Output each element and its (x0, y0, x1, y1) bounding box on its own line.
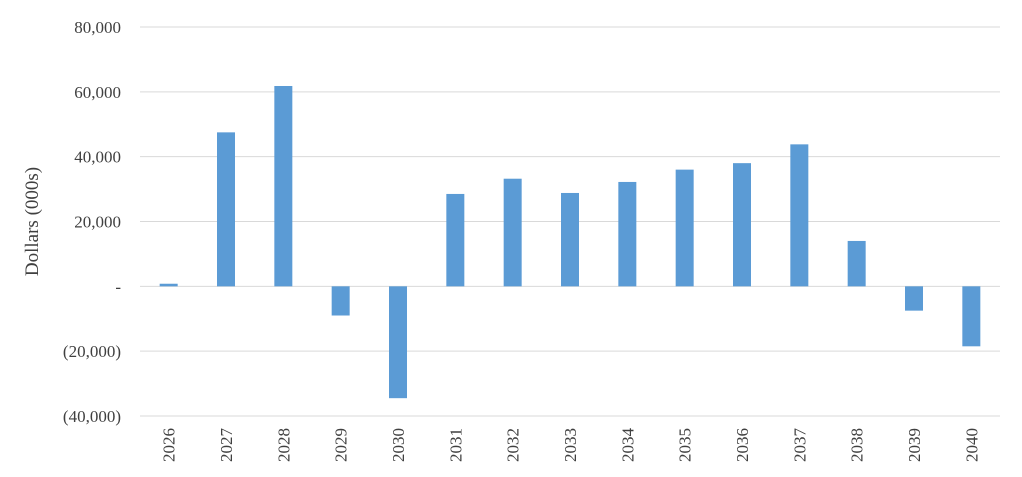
bar-2029 (331, 286, 350, 316)
bar-2033 (561, 192, 579, 287)
bar-2038 (847, 240, 866, 287)
x-tick-label: 2035 (676, 428, 695, 462)
y-tick-label: 40,000 (74, 148, 121, 167)
bar-2030 (389, 286, 407, 399)
x-axis-ticks: 2026 2027 2028 2029 2030 2031 2032 2033 2034 2035… (160, 428, 982, 463)
x-tick-label: 2034 (618, 428, 637, 463)
x-tick-label: 2036 (733, 428, 752, 462)
y-axis-title: Dollars (000s) (22, 167, 43, 276)
bar-2027 (217, 132, 235, 287)
bar-2026 (159, 283, 178, 287)
bar-2028 (274, 85, 293, 287)
x-tick-label: 2033 (561, 428, 580, 462)
x-tick-label: 2026 (160, 428, 179, 462)
bar-2031 (446, 193, 465, 287)
bar-2037 (790, 144, 809, 287)
x-tick-label: 2040 (962, 428, 981, 462)
bar-2040 (962, 286, 981, 347)
x-tick-label: 2028 (274, 428, 293, 462)
y-tick-label: (20,000) (63, 342, 121, 361)
bar-2039 (905, 286, 923, 311)
x-tick-label: 2038 (848, 428, 867, 462)
x-tick-label: 2032 (504, 428, 523, 462)
y-tick-label: 20,000 (74, 213, 121, 232)
x-tick-label: 2027 (217, 428, 236, 463)
x-tick-label: 2037 (790, 428, 809, 463)
x-tick-label: 2029 (332, 428, 351, 462)
bar-2034 (618, 181, 637, 287)
bars (159, 85, 981, 399)
bar-2036 (733, 163, 751, 287)
x-tick-label: 2039 (905, 428, 924, 462)
y-tick-label: 60,000 (74, 83, 121, 102)
y-tick-label: 80,000 (74, 18, 121, 37)
x-tick-label: 2031 (446, 428, 465, 462)
x-tick-label: 2030 (389, 428, 408, 462)
y-tick-label: - (115, 277, 121, 296)
y-tick-label: (40,000) (63, 407, 121, 426)
bar-2032 (503, 178, 522, 287)
y-axis-ticks: 80,000 60,000 40,000 20,000 - (20,000) (40,000… (63, 18, 121, 426)
bar-2035 (675, 169, 694, 287)
